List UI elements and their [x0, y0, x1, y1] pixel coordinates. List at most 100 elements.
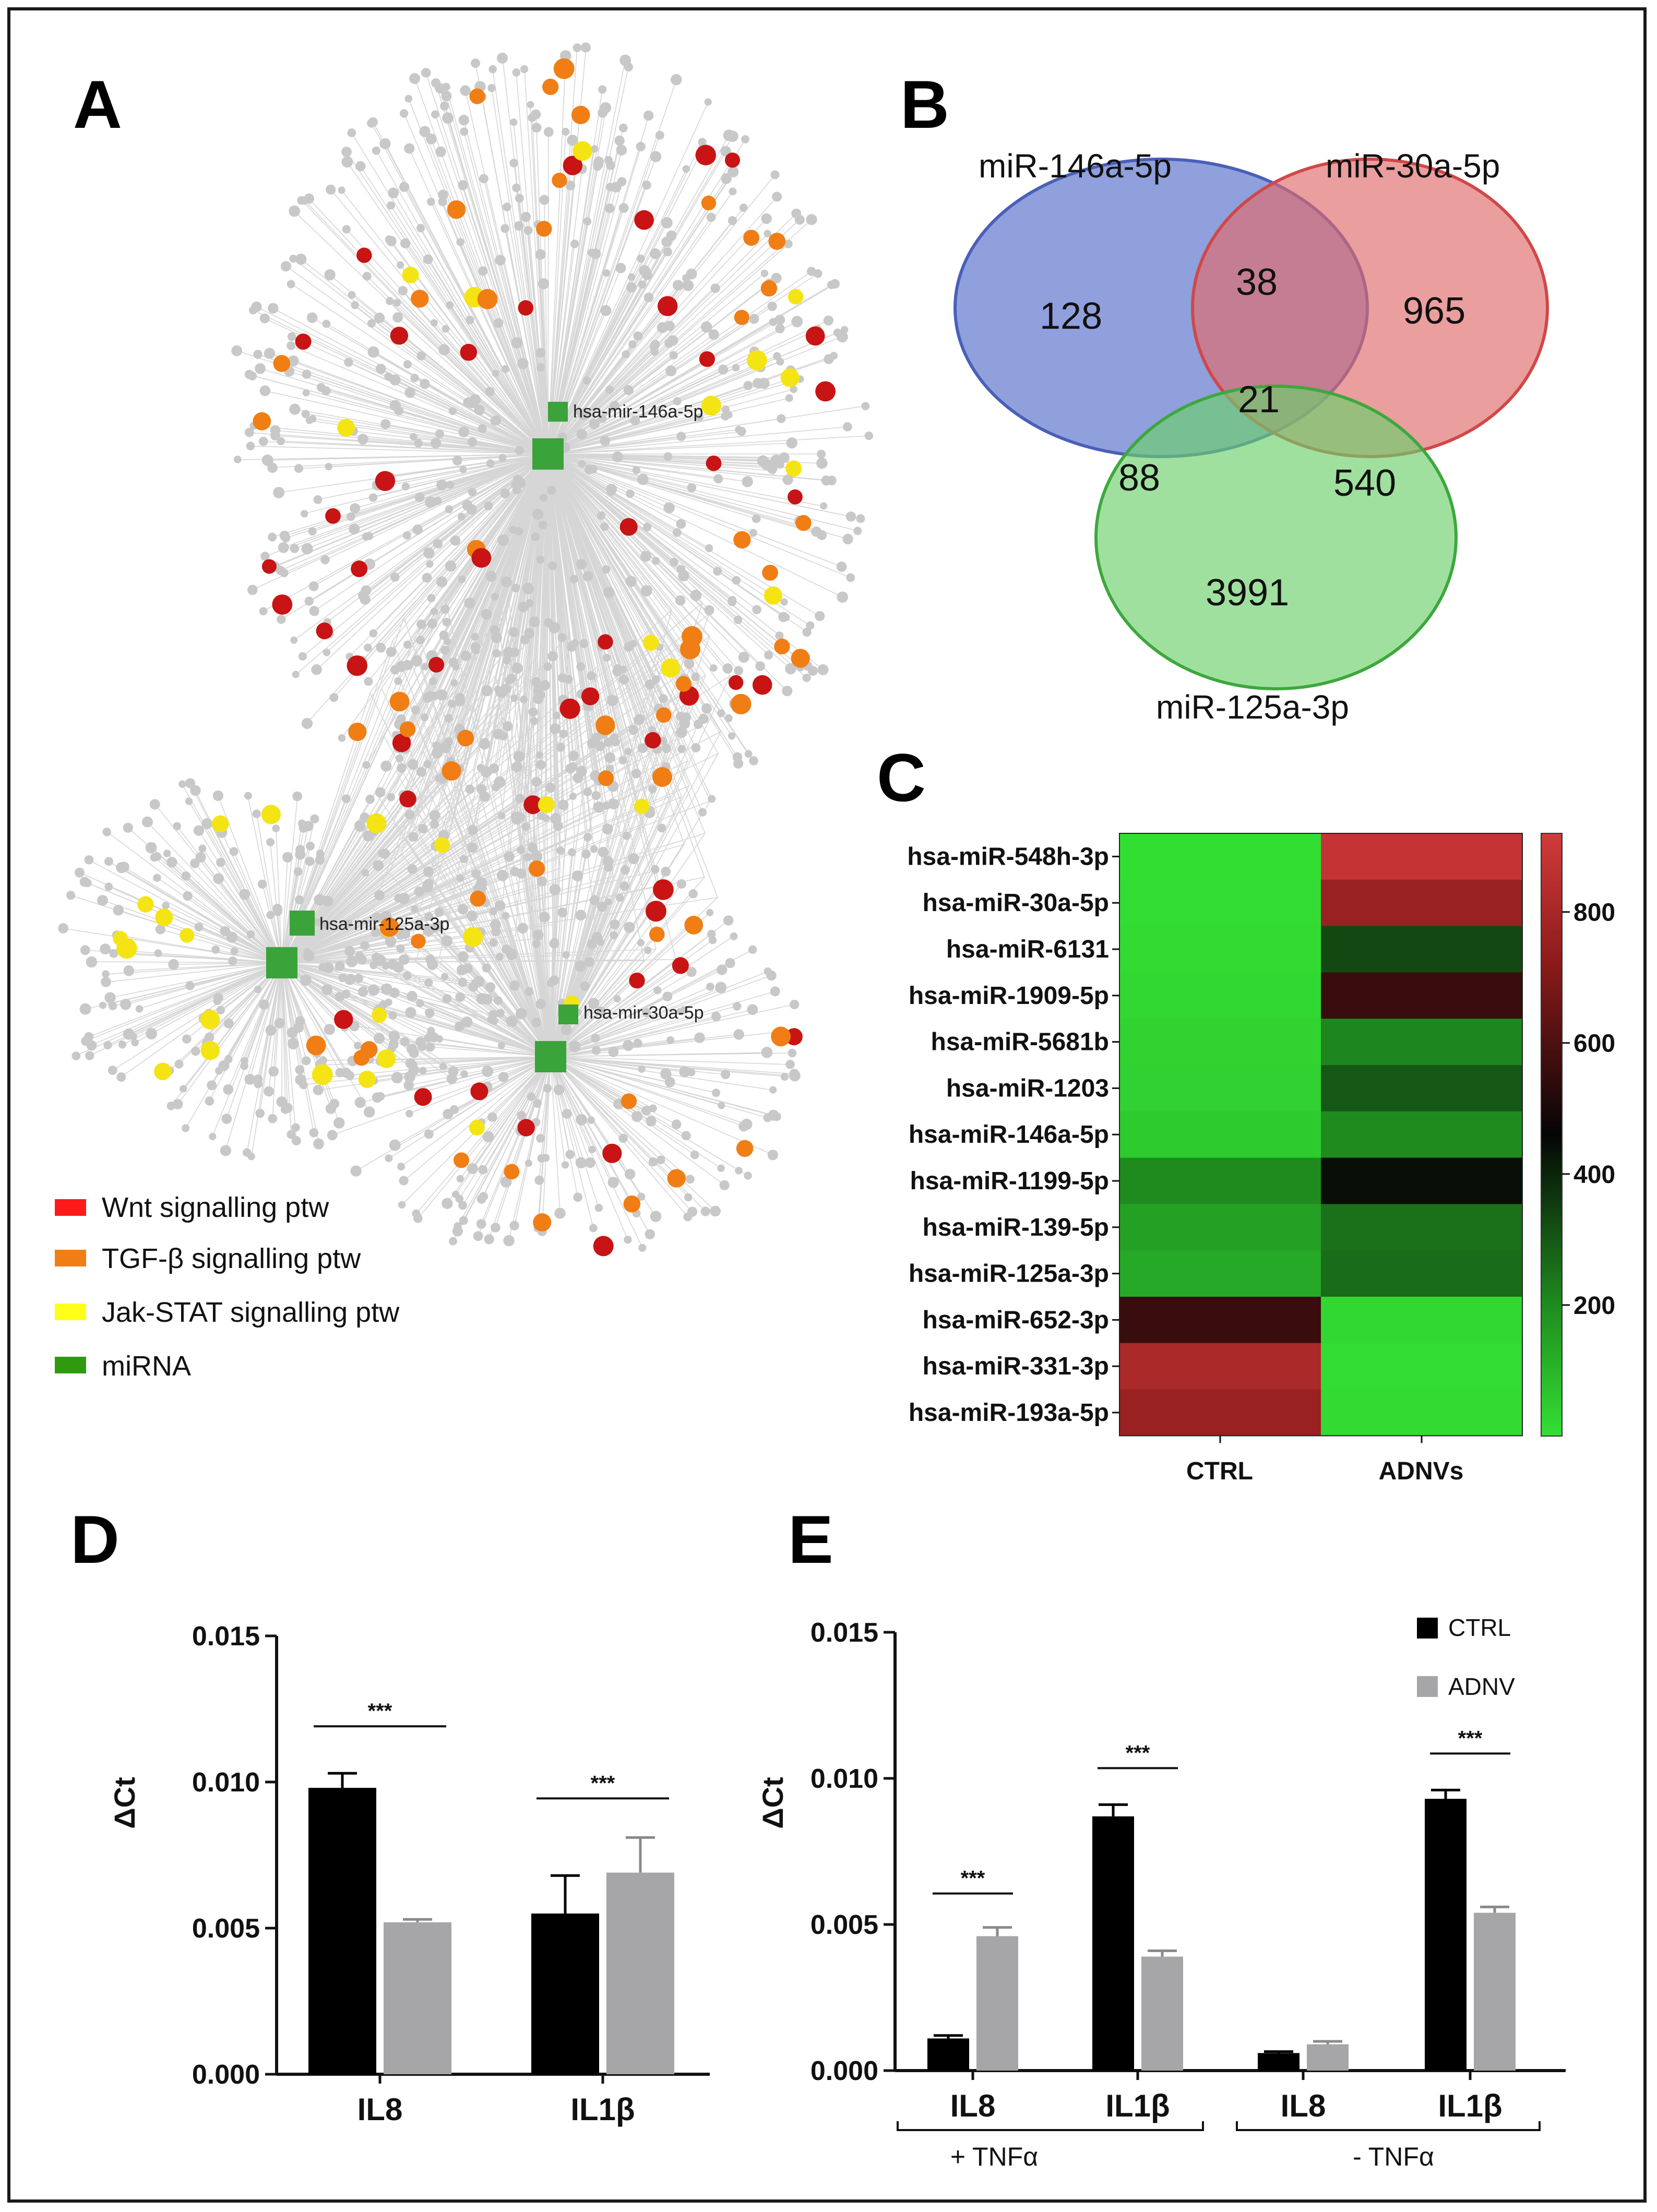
network-node [791, 208, 802, 219]
network-node [489, 938, 498, 947]
network-node [618, 1133, 628, 1143]
network-node [363, 830, 374, 842]
pathway-node [334, 1010, 353, 1029]
network-node [717, 964, 728, 975]
group-bracket [1236, 2121, 1541, 2131]
network-node [455, 692, 465, 703]
network-node [625, 576, 637, 588]
network-node [410, 433, 418, 441]
network-node [715, 982, 727, 994]
network-node [524, 1159, 532, 1167]
network-node [455, 1194, 464, 1203]
network-node [770, 986, 780, 997]
network-node [511, 583, 520, 593]
network-node [752, 514, 761, 523]
network-node [216, 1006, 225, 1014]
pathway-node [771, 1026, 791, 1047]
network-node [407, 990, 418, 1002]
network-node [568, 750, 579, 761]
pathway-node [667, 1169, 686, 1188]
network-node [723, 129, 735, 141]
network-node [399, 182, 410, 192]
group-bracket [897, 2121, 1204, 2131]
network-node [440, 605, 450, 614]
network-node [572, 870, 583, 881]
heatmap-cell [1321, 1204, 1523, 1251]
network-node [341, 147, 352, 157]
pathway-node [347, 655, 367, 676]
network-node [272, 824, 280, 832]
group-label-minus-tnf: - TNFα [1353, 2142, 1434, 2171]
pathway-node [392, 733, 411, 752]
network-node [742, 476, 753, 487]
network-node [506, 1015, 518, 1027]
network-node [752, 605, 761, 615]
network-node [500, 224, 509, 233]
network-node [388, 187, 399, 199]
pathway-node [356, 247, 372, 263]
network-node [423, 879, 434, 889]
network-node [456, 238, 464, 246]
network-node [422, 572, 432, 583]
network-node [291, 1136, 301, 1145]
network-node [510, 118, 518, 126]
network-node [619, 54, 631, 66]
network-node [213, 993, 223, 1003]
network-node [529, 616, 540, 628]
network-node [589, 465, 598, 474]
network-node [627, 273, 636, 281]
network-node [174, 1059, 184, 1069]
network-node [421, 713, 429, 722]
network-node [622, 831, 631, 840]
network-node [280, 1105, 290, 1114]
network-node [424, 978, 433, 987]
heatmap-row-label: hsa-miR-5681b [931, 1029, 1109, 1056]
network-node [427, 618, 437, 629]
network-node [409, 73, 421, 84]
network-node [711, 1011, 721, 1022]
pathway-node [312, 1064, 333, 1085]
pathway-node [649, 926, 665, 942]
network-node [676, 432, 686, 441]
network-node [429, 810, 440, 821]
network-node [686, 268, 697, 280]
network-node [595, 741, 605, 751]
network-node [179, 1085, 187, 1093]
network-node [535, 751, 543, 759]
network-node [580, 981, 590, 991]
network-node [402, 660, 413, 671]
pathway-node [447, 200, 466, 219]
network-node [619, 665, 627, 674]
network-node [708, 936, 717, 944]
network-node [458, 951, 469, 962]
network-legend: Wnt signalling ptw TGF-β signalling ptw … [55, 1192, 400, 1382]
network-node [638, 280, 647, 289]
network-node [209, 1132, 217, 1141]
bar-adnv [606, 1872, 674, 2074]
heatmap-row-label: hsa-miR-1909-5p [909, 982, 1109, 1010]
network-node [341, 156, 353, 168]
network-node [640, 551, 651, 562]
network-node [309, 606, 319, 616]
network-node [540, 494, 548, 502]
network-node [666, 230, 677, 241]
network-node [738, 652, 749, 663]
network-node [478, 266, 488, 276]
network-node [661, 866, 671, 877]
network-node [424, 912, 434, 921]
network-node [438, 189, 448, 200]
network-node [392, 312, 403, 323]
network-node [166, 857, 177, 868]
network-node [338, 734, 346, 742]
network-node [145, 842, 157, 854]
network-node [476, 877, 487, 888]
network-node [258, 436, 268, 446]
significance-label: *** [1458, 1727, 1483, 1750]
network-node [511, 662, 523, 674]
network-node [533, 1099, 542, 1108]
network-node [375, 787, 386, 798]
network-node [684, 658, 695, 669]
network-node [354, 820, 365, 831]
network-node [515, 811, 526, 822]
network-node [536, 555, 545, 564]
